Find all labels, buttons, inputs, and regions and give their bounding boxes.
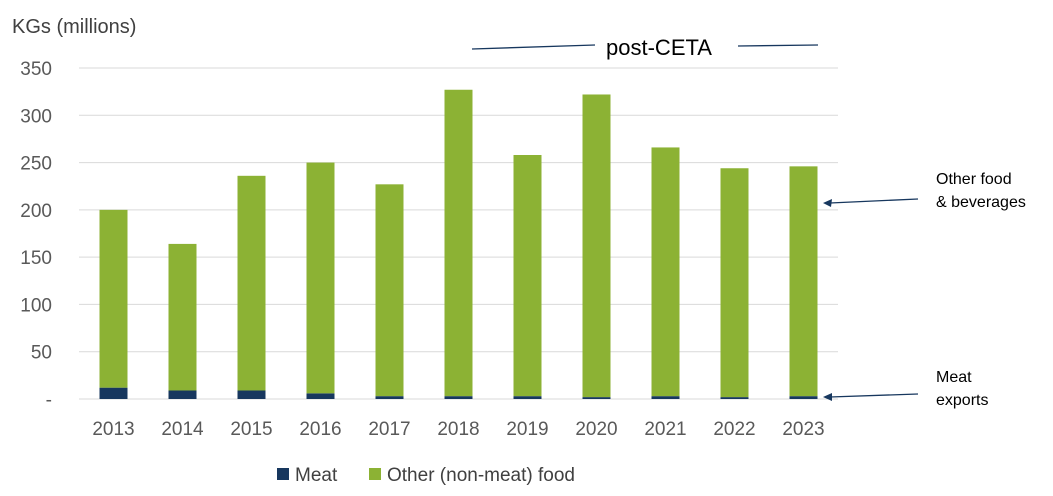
post-ceta-left-line	[471, 44, 596, 50]
x-tick-label-2019: 2019	[506, 419, 548, 440]
bar-other-food-2016	[306, 162, 335, 394]
bar-meat-2016	[306, 393, 335, 399]
x-tick-labels: 2013 2014 2015 2016 2017 2018 2019 2020 2021 2022…	[92, 419, 824, 440]
y-tick-label: 350	[20, 59, 52, 80]
meat-annotation-line1: Meat	[936, 369, 972, 386]
x-tick-label-2021: 2021	[644, 419, 686, 440]
meat-arrow	[829, 393, 919, 398]
meat-annotation-line2: exports	[936, 392, 988, 409]
x-tick-label-2016: 2016	[299, 419, 341, 440]
bar-other-food-2017	[375, 184, 404, 397]
legend: Meat Other (non-meat) food	[277, 465, 575, 486]
post-ceta-right-line	[737, 44, 819, 47]
y-tick-label: 150	[20, 248, 52, 269]
bar-meat-2020	[582, 397, 611, 399]
x-tick-label-2023: 2023	[782, 419, 824, 440]
y-tick-label: 300	[20, 106, 52, 127]
other-food-arrow	[829, 198, 919, 204]
x-tick-label-2022: 2022	[713, 419, 755, 440]
other-food-annotation-line2: & beverages	[936, 194, 1026, 211]
other-food-arrowhead	[823, 199, 832, 207]
bar-meat-2014	[168, 390, 197, 399]
x-tick-label-2020: 2020	[575, 419, 617, 440]
bar-meat-2022	[720, 397, 749, 399]
post-ceta-label: post-CETA	[606, 35, 712, 60]
bar-other-food-2013	[99, 209, 128, 388]
bar-other-food-2015	[237, 175, 266, 391]
bar-other-food-2021	[651, 147, 680, 397]
meat-arrowhead	[823, 393, 832, 401]
bar-meat-2013	[99, 387, 128, 399]
bar-other-food-2018	[444, 89, 473, 397]
legend-swatch-other-food	[369, 468, 381, 480]
bar-meat-2021	[651, 396, 680, 399]
x-tick-label-2018: 2018	[437, 419, 479, 440]
bar-other-food-2023	[789, 166, 818, 397]
y-tick-labels: - 50 100 150 200 250 300 350	[20, 59, 52, 411]
y-tick-label: 250	[20, 154, 52, 175]
bar-other-food-2022	[720, 168, 749, 398]
x-tick-label-2013: 2013	[92, 419, 134, 440]
bar-meat-2015	[237, 390, 266, 399]
legend-label-meat: Meat	[295, 465, 338, 486]
y-axis-label: KGs (millions)	[12, 16, 136, 38]
y-tick-label: 50	[31, 343, 52, 364]
bar-meat-2018	[444, 396, 473, 399]
bar-meat-2017	[375, 396, 404, 399]
legend-label-other-food: Other (non-meat) food	[387, 465, 575, 486]
x-tick-label-2015: 2015	[230, 419, 272, 440]
y-tick-label: 200	[20, 201, 52, 222]
x-tick-label-2017: 2017	[368, 419, 410, 440]
other-food-annotation-line1: Other food	[936, 171, 1012, 188]
y-tick-label: 100	[20, 295, 52, 316]
bar-other-food-2014	[168, 243, 197, 391]
x-tick-label-2014: 2014	[161, 419, 204, 440]
bar-other-food-2019	[513, 155, 542, 397]
bar-meat-2023	[789, 396, 818, 399]
bars	[99, 89, 818, 399]
legend-swatch-meat	[277, 468, 289, 480]
bar-other-food-2020	[582, 94, 611, 398]
bar-meat-2019	[513, 396, 542, 399]
y-tick-label: -	[46, 390, 52, 411]
